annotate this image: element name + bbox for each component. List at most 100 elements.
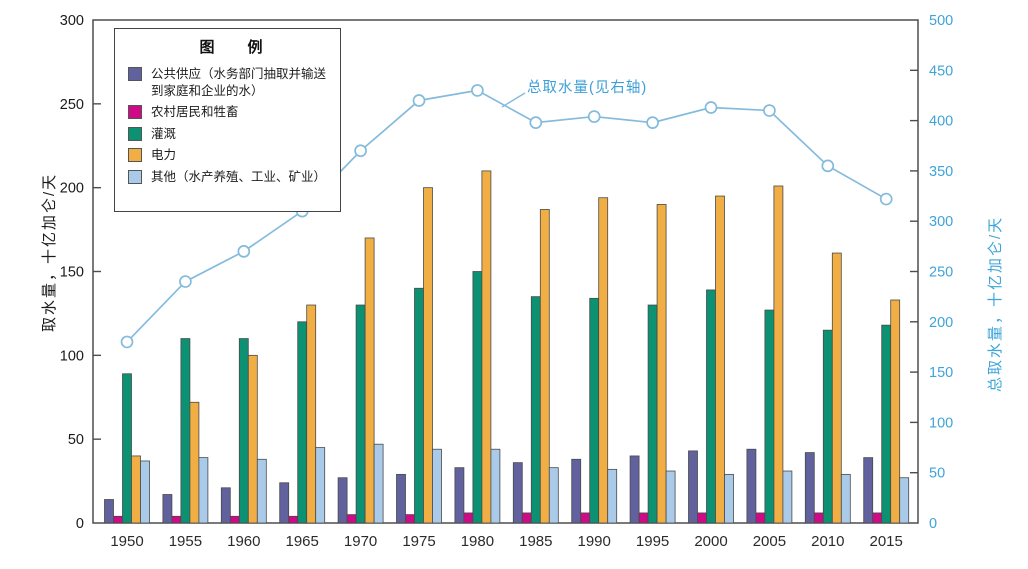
bar-series-3 — [131, 170, 901, 524]
bar — [638, 512, 649, 524]
legend-item-4: 其他（水产养殖、工业、矿业） — [128, 169, 334, 186]
line-marker — [704, 101, 718, 114]
bar — [724, 473, 734, 524]
bar — [229, 515, 240, 524]
legend-item-0: 公共供应（水务部门抽取并输送到家庭和企业的水） — [128, 66, 334, 99]
bar — [198, 457, 209, 524]
bar — [899, 477, 910, 524]
bar — [220, 487, 231, 524]
right-tick-label: 50 — [929, 466, 945, 482]
bar — [530, 296, 541, 524]
legend-swatch-icon — [128, 105, 142, 119]
bar — [706, 289, 716, 524]
line-marker — [763, 104, 776, 117]
bar — [454, 467, 465, 524]
right-axis-title: 总取水量，十亿加仑/天 — [987, 215, 1004, 392]
bar — [104, 499, 114, 524]
bar — [688, 450, 698, 524]
bar — [512, 462, 523, 524]
bar — [665, 470, 676, 524]
x-tick-label: 1950 — [110, 533, 143, 550]
legend-item-label: 其他（水产养殖、工业、矿业） — [151, 169, 327, 184]
line-marker — [179, 275, 192, 288]
legend-item-2: 灌溉 — [128, 126, 334, 143]
line-marker — [529, 116, 543, 129]
bar — [607, 468, 618, 524]
x-tick-label: 1970 — [344, 533, 377, 550]
x-tick-label: 2010 — [811, 533, 844, 550]
bar — [364, 237, 375, 524]
right-tick-label: 500 — [929, 13, 953, 29]
line-marker — [821, 159, 835, 173]
right-tick-label: 0 — [929, 516, 937, 532]
right-tick-label: 100 — [929, 415, 953, 431]
bar — [162, 494, 173, 524]
bar — [256, 458, 267, 524]
bar — [423, 187, 433, 524]
x-tick-label: 2000 — [694, 533, 727, 550]
line-marker — [587, 110, 601, 123]
right-tick-label: 150 — [929, 365, 953, 381]
left-tick-label: 300 — [60, 13, 84, 29]
bar — [629, 455, 640, 524]
legend-item-1: 农村居民和牲畜 — [128, 104, 334, 121]
bar — [481, 170, 492, 524]
bar — [306, 304, 317, 524]
right-tick-label: 300 — [929, 214, 953, 230]
bar — [656, 204, 667, 524]
bar — [463, 512, 474, 524]
x-tick-label: 1975 — [402, 533, 435, 550]
x-tick-label: 1980 — [461, 533, 494, 550]
bar — [432, 448, 442, 524]
line-marker — [879, 192, 893, 206]
bar — [396, 473, 406, 524]
right-tick-label: 400 — [929, 114, 953, 130]
total-withdrawal-line — [126, 89, 887, 343]
left-axis-title: 取水量，十亿加仑/天 — [41, 172, 58, 332]
bar — [755, 512, 766, 524]
legend-item-label: 灌溉 — [151, 126, 177, 141]
bar — [715, 195, 725, 524]
left-tick-label: 50 — [68, 432, 84, 448]
left-tick-label: 150 — [60, 265, 84, 281]
legend-item-label: 电力 — [151, 148, 177, 162]
annotation-leader-line — [501, 92, 526, 108]
x-tick-label: 1955 — [169, 533, 202, 550]
legend-swatch-icon — [128, 126, 142, 141]
x-tick-label: 2005 — [753, 533, 786, 550]
bar — [355, 304, 366, 524]
bar — [764, 309, 775, 524]
bar-groups — [104, 170, 910, 524]
bar — [113, 515, 123, 524]
bar — [804, 452, 815, 524]
x-tick-label: 1965 — [286, 533, 319, 550]
legend-item-label: 公共供应（水务部门抽取并输送到家庭和企业的水） — [151, 67, 327, 98]
bar — [598, 197, 609, 524]
legend-title: 图 例 — [199, 39, 272, 56]
left-axis: 0 50 100 150 200 250 300 — [60, 13, 101, 532]
legend-item-3: 电力 — [128, 147, 334, 164]
line-marker — [354, 144, 367, 158]
legend-items: 公共供应（水务部门抽取并输送到家庭和企业的水） 农村居民和牲畜灌溉电力其他（水产养… — [128, 66, 334, 185]
line-marker — [646, 116, 659, 129]
left-tick-label: 250 — [60, 97, 84, 113]
x-tick-label: 1960 — [227, 533, 260, 550]
bar — [647, 304, 658, 524]
bar — [140, 460, 150, 524]
bar — [697, 512, 707, 524]
bar — [548, 467, 559, 524]
bar — [414, 287, 424, 524]
bar-series-0 — [104, 448, 874, 524]
bar — [840, 473, 851, 524]
bar — [521, 512, 532, 524]
left-tick-label: 100 — [60, 348, 84, 364]
bar — [472, 271, 483, 524]
bar — [247, 354, 258, 524]
bar — [890, 299, 901, 524]
bar — [405, 514, 415, 524]
x-tick-label: 2015 — [870, 533, 903, 550]
right-tick-label: 200 — [929, 315, 953, 331]
left-tick-label: 0 — [76, 516, 84, 532]
